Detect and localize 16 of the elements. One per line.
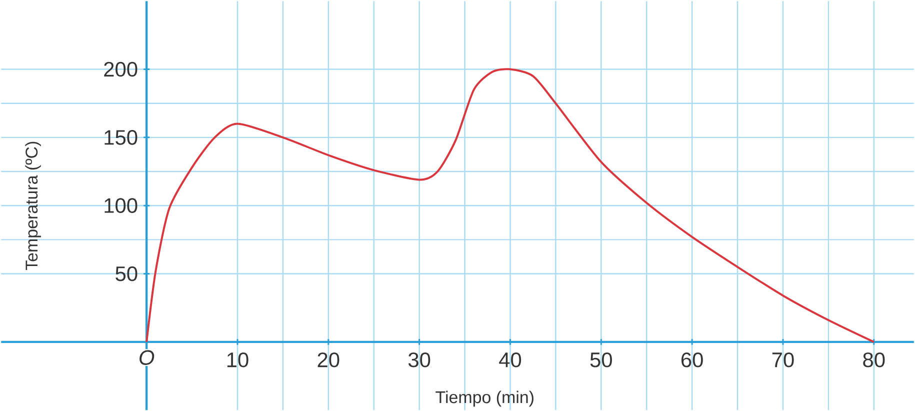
- x-tick-label: 40: [499, 352, 522, 368]
- y-tick-label: 50: [116, 266, 138, 282]
- x-tick-label: 60: [681, 352, 703, 368]
- line-series: [146, 68, 875, 343]
- y-tick-label: 100: [104, 198, 138, 213]
- x-tick-label: O: [140, 350, 154, 365]
- x-tick-label: 30: [408, 352, 430, 368]
- x-tick-label: 80: [863, 352, 885, 368]
- x-tick-label: 50: [590, 352, 612, 368]
- y-tick-label: 150: [104, 130, 138, 145]
- x-tick-label: 70: [772, 352, 794, 368]
- y-axis-title: Temperatura (ºC): [25, 142, 41, 270]
- x-axis-title: Tiempo (min): [436, 390, 534, 406]
- y-tick-label: 200: [104, 62, 138, 77]
- x-tick-label: 20: [318, 352, 340, 368]
- x-tick-label: 10: [227, 352, 248, 368]
